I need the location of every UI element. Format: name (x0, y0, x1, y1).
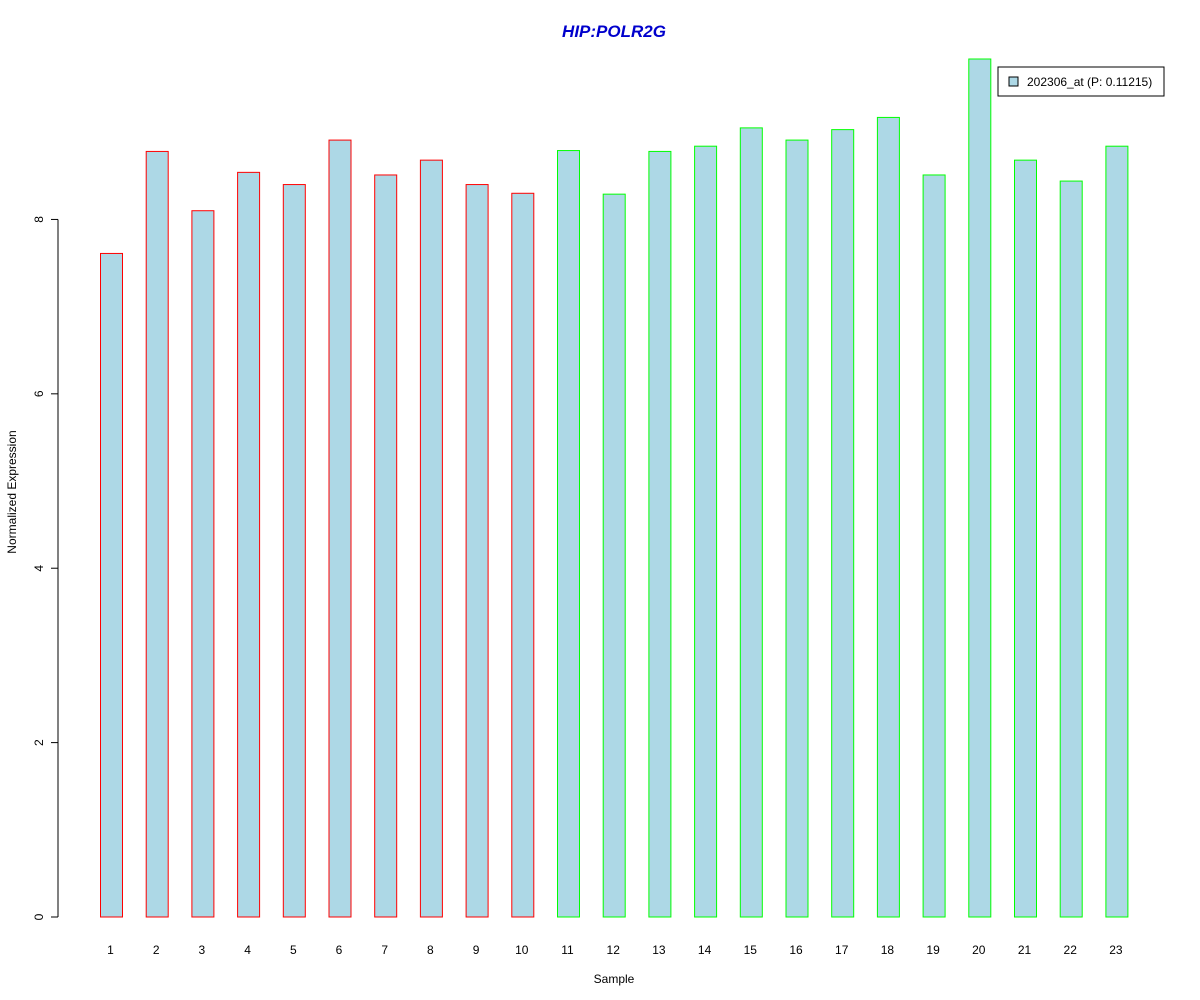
x-tick-label: 15 (744, 943, 758, 957)
bar (739, 127, 763, 918)
x-tick-label: 7 (381, 943, 388, 957)
bar (419, 159, 443, 918)
x-tick-label: 20 (972, 943, 986, 957)
bar (328, 139, 352, 918)
x-axis-label: Sample (594, 972, 635, 986)
y-axis: 0 2 4 6 8 (32, 216, 59, 920)
x-tick-label: 17 (835, 943, 849, 957)
y-tick-label: 0 (32, 913, 46, 920)
bar (694, 145, 718, 918)
bar (1059, 180, 1083, 918)
chart-title: HIP:POLR2G (562, 22, 666, 41)
legend: 202306_at (P: 0.11215) (997, 66, 1165, 97)
x-tick-label: 23 (1109, 943, 1123, 957)
x-tick-label: 13 (652, 943, 666, 957)
x-tick-label: 21 (1018, 943, 1032, 957)
y-tick-label: 4 (32, 565, 46, 572)
x-tick-label: 9 (473, 943, 480, 957)
x-tick-label: 5 (290, 943, 297, 957)
x-tick-label: 11 (561, 943, 574, 957)
bar (922, 174, 946, 918)
x-tick-label: 16 (789, 943, 803, 957)
x-tick-label: 19 (926, 943, 940, 957)
bar (145, 150, 169, 918)
legend-swatch (1008, 76, 1019, 87)
bar (237, 171, 261, 918)
bar (968, 58, 992, 918)
x-tick-label: 3 (199, 943, 206, 957)
x-tick-label: 4 (244, 943, 251, 957)
bar (511, 192, 535, 918)
x-tick-label: 8 (427, 943, 434, 957)
y-tick-label: 8 (32, 216, 46, 223)
bar (602, 193, 626, 918)
x-tick-label: 10 (515, 943, 529, 957)
x-tick-label: 1 (107, 943, 114, 957)
x-tick-label: 14 (698, 943, 712, 957)
x-axis-ticks: 1 2 3 4 5 6 7 8 9 10 11 12 13 14 15 16 17 18 19 20 21 22 23 (107, 943, 1123, 957)
bar (1014, 159, 1037, 918)
y-tick-label: 2 (32, 739, 46, 746)
y-axis-label: Normalized Expression (5, 430, 19, 553)
bar (785, 139, 809, 918)
legend-box (997, 66, 1165, 97)
x-tick-label: 6 (336, 943, 343, 957)
x-tick-label: 2 (153, 943, 160, 957)
bar (374, 174, 398, 918)
y-tick-label: 6 (32, 390, 46, 397)
bar (465, 184, 489, 918)
x-tick-label: 22 (1064, 943, 1078, 957)
bar (831, 129, 855, 918)
bar (876, 116, 900, 918)
bars (100, 58, 1129, 918)
bar (191, 210, 215, 918)
bar (282, 184, 306, 918)
bar (100, 252, 123, 918)
bar (1105, 145, 1129, 918)
x-tick-label: 12 (607, 943, 621, 957)
bar (648, 150, 672, 918)
x-tick-label: 18 (881, 943, 895, 957)
legend-label: 202306_at (P: 0.11215) (1027, 75, 1152, 89)
bar (557, 150, 580, 918)
